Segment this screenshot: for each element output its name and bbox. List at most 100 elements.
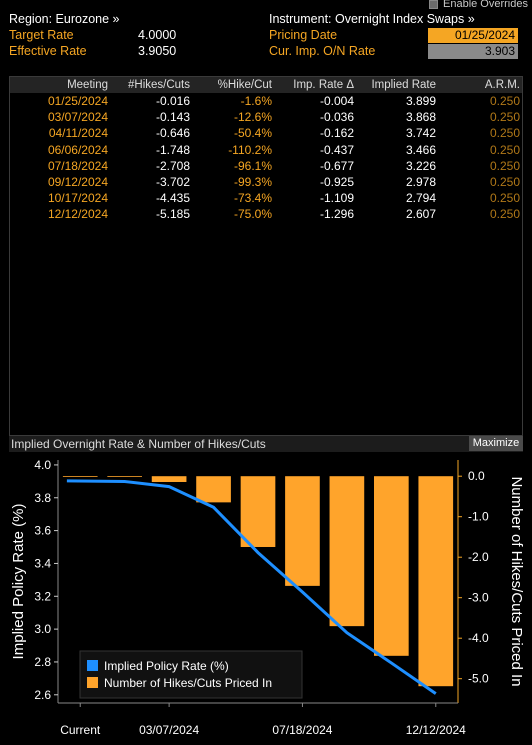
right-tick-label: -2.0	[468, 550, 489, 564]
cell-hikes-cuts: -0.646	[155, 126, 190, 141]
rate-chart: 4.0 3.8 3.6 3.4 3.2 3.0 2.8 2.6 0.0 -1.0 -2.0 -3.0 -…	[10, 458, 525, 737]
cell-meeting-date: 09/12/2024	[47, 174, 108, 189]
pricing-date-field[interactable]: 01/25/2024	[428, 28, 518, 43]
table-row[interactable]: 09/12/2024 -3.702 -99.3% -0.925 2.978 0.250	[10, 174, 522, 190]
cell-imp-rate-delta: -0.162	[319, 126, 354, 141]
region-selector[interactable]: Region: Eurozone »	[9, 12, 120, 26]
legend-swatch-line	[87, 660, 98, 671]
table-row[interactable]: 04/11/2024 -0.646 -50.4% -0.162 3.742 0.250	[10, 125, 522, 141]
cell-pct-hike-cut: -50.4%	[233, 126, 272, 141]
bar-hikes-cuts	[151, 476, 187, 482]
cell-meeting-date: 10/17/2024	[47, 191, 108, 206]
left-tick-label: 3.4	[34, 556, 51, 570]
cell-meeting-date: 06/06/2024	[47, 142, 108, 157]
bar-hikes-cuts	[107, 476, 142, 477]
cell-pct-hike-cut: -12.6%	[233, 110, 272, 125]
cell-imp-rate-delta: -1.109	[319, 191, 354, 206]
cell-hikes-cuts: -4.435	[155, 191, 190, 206]
cell-arm: 0.250	[489, 158, 520, 173]
cell-implied-rate: 3.868	[405, 110, 436, 125]
left-axis-title: Implied Policy Rate (%)	[10, 504, 27, 660]
bar-hikes-cuts	[62, 476, 98, 477]
meetings-table: Meeting #Hikes/Cuts %Hike/Cut Imp. Rate …	[9, 76, 523, 436]
left-tick-label: 4.0	[34, 458, 51, 472]
col-hikes-cuts[interactable]: #Hikes/Cuts	[128, 79, 190, 91]
cell-arm: 0.250	[489, 126, 520, 141]
legend-swatch-bar	[87, 677, 98, 688]
effective-rate-value: 3.9050	[138, 44, 177, 58]
col-meeting[interactable]: Meeting	[67, 79, 108, 91]
col-pct-hike-cut[interactable]: %Hike/Cut	[217, 79, 272, 91]
bar-hikes-cuts	[418, 476, 454, 687]
cell-meeting-date: 04/11/2024	[48, 126, 108, 141]
cell-imp-rate-delta: -1.296	[319, 207, 354, 222]
table-row[interactable]: 01/25/2024 -0.016 -1.6% -0.004 3.899 0.250	[10, 93, 522, 109]
chart-header: Implied Overnight Rate & Number of Hikes…	[9, 436, 523, 452]
table-row[interactable]: 12/12/2024 -5.185 -75.0% -1.296 2.607 0.250	[10, 206, 522, 222]
cell-implied-rate: 2.978	[405, 174, 436, 189]
table-row[interactable]: 03/07/2024 -0.143 -12.6% -0.036 3.868 0.250	[10, 109, 522, 125]
left-tick-label: 3.0	[34, 622, 51, 636]
col-implied-rate[interactable]: Implied Rate	[371, 79, 436, 91]
right-tick-label: -4.0	[468, 631, 489, 645]
cell-implied-rate: 3.899	[405, 94, 436, 108]
cell-implied-rate: 2.794	[405, 191, 436, 206]
target-rate-value: 4.0000	[138, 28, 177, 42]
x-tick-label: 12/12/2024	[406, 723, 466, 737]
table-row[interactable]: 06/06/2024 -1.748 -110.2% -0.437 3.466 0.250	[10, 142, 522, 158]
cell-pct-hike-cut: -73.4%	[233, 191, 272, 206]
table-row[interactable]: 07/18/2024 -2.708 -96.1% -0.677 3.226 0.250	[10, 158, 522, 174]
cell-pct-hike-cut: -99.3%	[233, 174, 272, 189]
legend-box	[79, 650, 303, 699]
cell-meeting-date: 03/07/2024	[47, 110, 108, 125]
cell-imp-rate-delta: -0.004	[319, 94, 354, 108]
left-tick-label: 3.6	[34, 524, 51, 538]
cur-imp-rate-label: Cur. Imp. O/N Rate	[269, 44, 376, 58]
cell-meeting-date: 01/25/2024	[47, 94, 108, 108]
line-implied-rate	[66, 479, 437, 695]
cell-hikes-cuts: -0.016	[155, 94, 190, 108]
cell-pct-hike-cut: -96.1%	[233, 158, 272, 173]
cell-meeting-date: 12/12/2024	[47, 207, 108, 222]
cell-implied-rate: 3.742	[405, 126, 436, 141]
left-tick-label: 3.2	[34, 589, 51, 603]
target-rate-label: Target Rate	[9, 28, 74, 42]
legend-label-bar: Number of Hikes/Cuts Priced In	[104, 676, 272, 690]
table-row[interactable]: 10/17/2024 -4.435 -73.4% -1.109 2.794 0.250	[10, 190, 522, 206]
cell-hikes-cuts: -3.702	[155, 174, 190, 189]
top-bar: Enable Overrides	[0, 0, 532, 12]
bar-hikes-cuts	[374, 476, 409, 656]
bar-hikes-cuts	[240, 476, 276, 547]
cell-hikes-cuts: -0.143	[155, 110, 190, 125]
cell-imp-rate-delta: -0.677	[319, 158, 354, 173]
right-tick-label: -5.0	[468, 672, 489, 686]
cell-hikes-cuts: -2.708	[155, 158, 190, 173]
instrument-selector[interactable]: Instrument: Overnight Index Swaps »	[269, 12, 475, 26]
maximize-button[interactable]: Maximize	[469, 436, 523, 451]
x-tick-label: Current	[60, 723, 101, 737]
checkbox-icon[interactable]	[429, 0, 438, 9]
x-tick-label: 03/07/2024	[139, 723, 199, 737]
cell-implied-rate: 3.466	[405, 142, 436, 157]
cell-pct-hike-cut: -75.0%	[233, 207, 272, 222]
cell-implied-rate: 3.226	[405, 158, 436, 173]
pricing-date-label: Pricing Date	[269, 28, 338, 42]
legend-label-line: Implied Policy Rate (%)	[104, 659, 229, 673]
cell-arm: 0.250	[489, 207, 520, 222]
table-header: Meeting #Hikes/Cuts %Hike/Cut Imp. Rate …	[10, 77, 522, 93]
left-tick-label: 2.6	[34, 688, 51, 702]
bar-hikes-cuts	[329, 476, 365, 627]
cell-implied-rate: 2.607	[405, 207, 436, 222]
col-imp-rate-delta[interactable]: Imp. Rate Δ	[293, 79, 354, 91]
cell-pct-hike-cut: -110.2%	[228, 142, 272, 157]
cur-imp-rate-field[interactable]: 3.903	[428, 44, 518, 59]
enable-overrides-toggle[interactable]: Enable Overrides	[429, 0, 528, 10]
right-axis-title: Number of Hikes/Cuts Priced In	[508, 476, 525, 686]
cell-imp-rate-delta: -0.925	[319, 174, 354, 189]
cell-hikes-cuts: -1.748	[155, 142, 190, 157]
cell-imp-rate-delta: -0.437	[319, 142, 354, 157]
cell-arm: 0.250	[489, 174, 520, 189]
cell-arm: 0.250	[489, 142, 520, 157]
x-tick-label: 07/18/2024	[272, 723, 332, 737]
col-arm[interactable]: A.R.M.	[484, 79, 520, 91]
